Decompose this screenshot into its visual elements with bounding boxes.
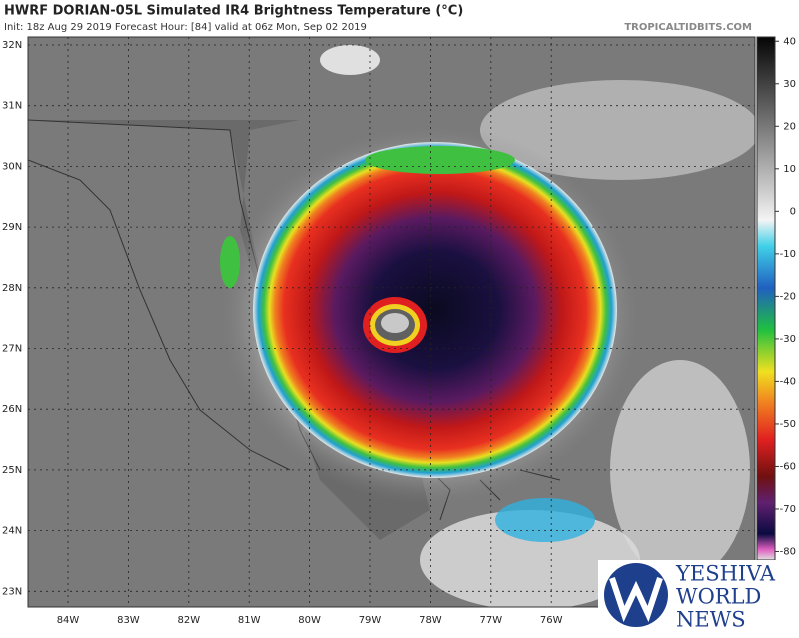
cloud [420, 510, 640, 607]
colorbar-label: -50 [780, 419, 796, 430]
colorbar-label: -20 [780, 291, 796, 302]
lat-label: 24N [2, 526, 22, 537]
lat-label: 31N [2, 101, 22, 112]
cloud [480, 80, 755, 180]
lon-label: 76W [540, 615, 563, 626]
colorbar-ticks: 40 30 20 10 0 -10 -20 -30 -40 -50 -60 -70 -80 [775, 36, 796, 557]
lon-label: 80W [298, 615, 321, 626]
lon-label: 79W [359, 615, 382, 626]
colorbar-label: -10 [780, 249, 796, 260]
storm [253, 142, 617, 478]
map-frame [27, 36, 756, 608]
lon-labels: 84W 83W 82W 81W 80W 79W 78W 77W 76W [57, 615, 563, 626]
storm-band [220, 236, 240, 288]
colorbar-label: -70 [780, 504, 796, 515]
colorbar-label: -40 [780, 376, 796, 387]
colorbar-label: 0 [790, 206, 796, 217]
lon-label: 83W [117, 615, 140, 626]
cloud [610, 360, 750, 580]
subtitle: Init: 18z Aug 29 2019 Forecast Hour: [84… [4, 22, 367, 33]
map [28, 37, 755, 607]
lat-labels: 32N 31N 30N 29N 28N 27N 26N 25N 24N 23N [2, 40, 22, 597]
lon-label: 82W [177, 615, 200, 626]
title: HWRF DORIAN-05L Simulated IR4 Brightness… [4, 4, 463, 19]
graticule [28, 37, 755, 607]
logo-mark [609, 577, 663, 623]
logo-text: WORLD [676, 585, 761, 609]
colorbar-label: -30 [780, 334, 796, 345]
lon-label: 81W [238, 615, 261, 626]
colorbar [756, 36, 776, 561]
colorbar-label: 30 [783, 79, 796, 90]
lon-label: 84W [57, 615, 80, 626]
colorbar-label: 20 [783, 121, 796, 132]
colorbar-label: -80 [780, 546, 796, 557]
lat-label: 32N [2, 40, 22, 51]
storm-band [495, 498, 595, 542]
lat-label: 26N [2, 404, 22, 415]
storm-band [365, 146, 515, 174]
lat-label: 27N [2, 344, 22, 355]
lat-label: 29N [2, 222, 22, 233]
logo-text: NEWS [676, 608, 746, 632]
lat-label: 28N [2, 283, 22, 294]
lat-label: 25N [2, 465, 22, 476]
cloud [320, 45, 380, 75]
lat-label: 23N [2, 586, 22, 597]
logo-text: YESHIVA [675, 562, 776, 586]
colorbar-label: 40 [783, 36, 796, 47]
lat-label: 30N [2, 161, 22, 172]
logo: YESHIVA WORLD NEWS [598, 560, 799, 634]
colorbar-label: -60 [780, 461, 796, 472]
coastline [28, 159, 291, 471]
lon-label: 77W [479, 615, 502, 626]
colorbar-label: 10 [783, 164, 796, 175]
source: TROPICALTIDBITS.COM [624, 22, 752, 33]
lon-label: 78W [419, 615, 442, 626]
eye [381, 313, 409, 333]
